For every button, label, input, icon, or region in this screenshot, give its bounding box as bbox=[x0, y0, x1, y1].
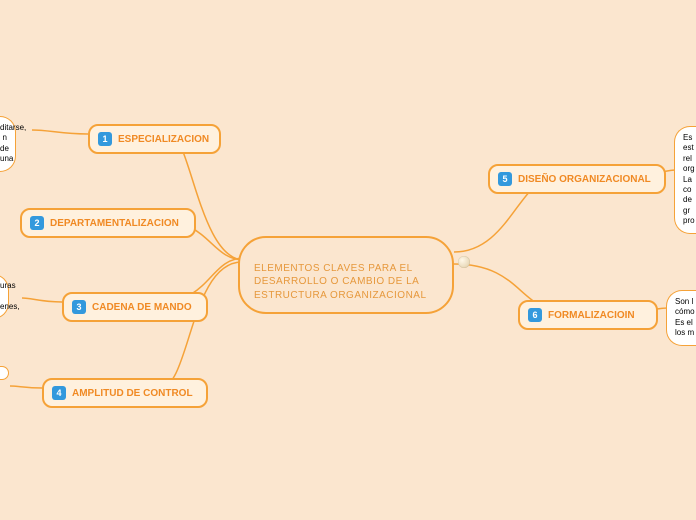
central-topic-text: ELEMENTOS CLAVES PARA EL DESARROLLO O CA… bbox=[254, 263, 427, 301]
subtopic-node-n5[interactable]: 5 DISEÑO ORGANIZACIONAL bbox=[488, 164, 666, 194]
detail-bubble-d5: Es est rel org La co de gr pro bbox=[674, 126, 696, 234]
node-number-icon: 1 bbox=[98, 132, 112, 146]
subtopic-node-n3[interactable]: 3 CADENA DE MANDO bbox=[62, 292, 208, 322]
detail-bubble-d4 bbox=[0, 366, 9, 380]
node-number-icon: 4 bbox=[52, 386, 66, 400]
detail-bubble-d3: uras enes, bbox=[0, 274, 9, 319]
node-number-icon: 5 bbox=[498, 172, 512, 186]
central-topic[interactable]: ELEMENTOS CLAVES PARA EL DESARROLLO O CA… bbox=[238, 236, 454, 314]
node-number-icon: 3 bbox=[72, 300, 86, 314]
collapse-icon[interactable] bbox=[458, 256, 470, 268]
node-label: DEPARTAMENTALIZACION bbox=[50, 218, 179, 229]
node-number-icon: 6 bbox=[528, 308, 542, 322]
node-label: AMPLITUD DE CONTROL bbox=[72, 388, 193, 399]
detail-bubble-d1: ditarse, n de una bbox=[0, 116, 16, 172]
subtopic-node-n1[interactable]: 1 ESPECIALIZACION bbox=[88, 124, 221, 154]
node-label: FORMALIZACIOIN bbox=[548, 310, 635, 321]
subtopic-node-n6[interactable]: 6 FORMALIZACIOIN bbox=[518, 300, 658, 330]
node-label: DISEÑO ORGANIZACIONAL bbox=[518, 174, 651, 185]
subtopic-node-n4[interactable]: 4 AMPLITUD DE CONTROL bbox=[42, 378, 208, 408]
node-label: CADENA DE MANDO bbox=[92, 302, 192, 313]
node-number-icon: 2 bbox=[30, 216, 44, 230]
subtopic-node-n2[interactable]: 2 DEPARTAMENTALIZACION bbox=[20, 208, 196, 238]
node-label: ESPECIALIZACION bbox=[118, 134, 209, 145]
detail-bubble-d6: Son l cómo Es el los m bbox=[666, 290, 696, 346]
